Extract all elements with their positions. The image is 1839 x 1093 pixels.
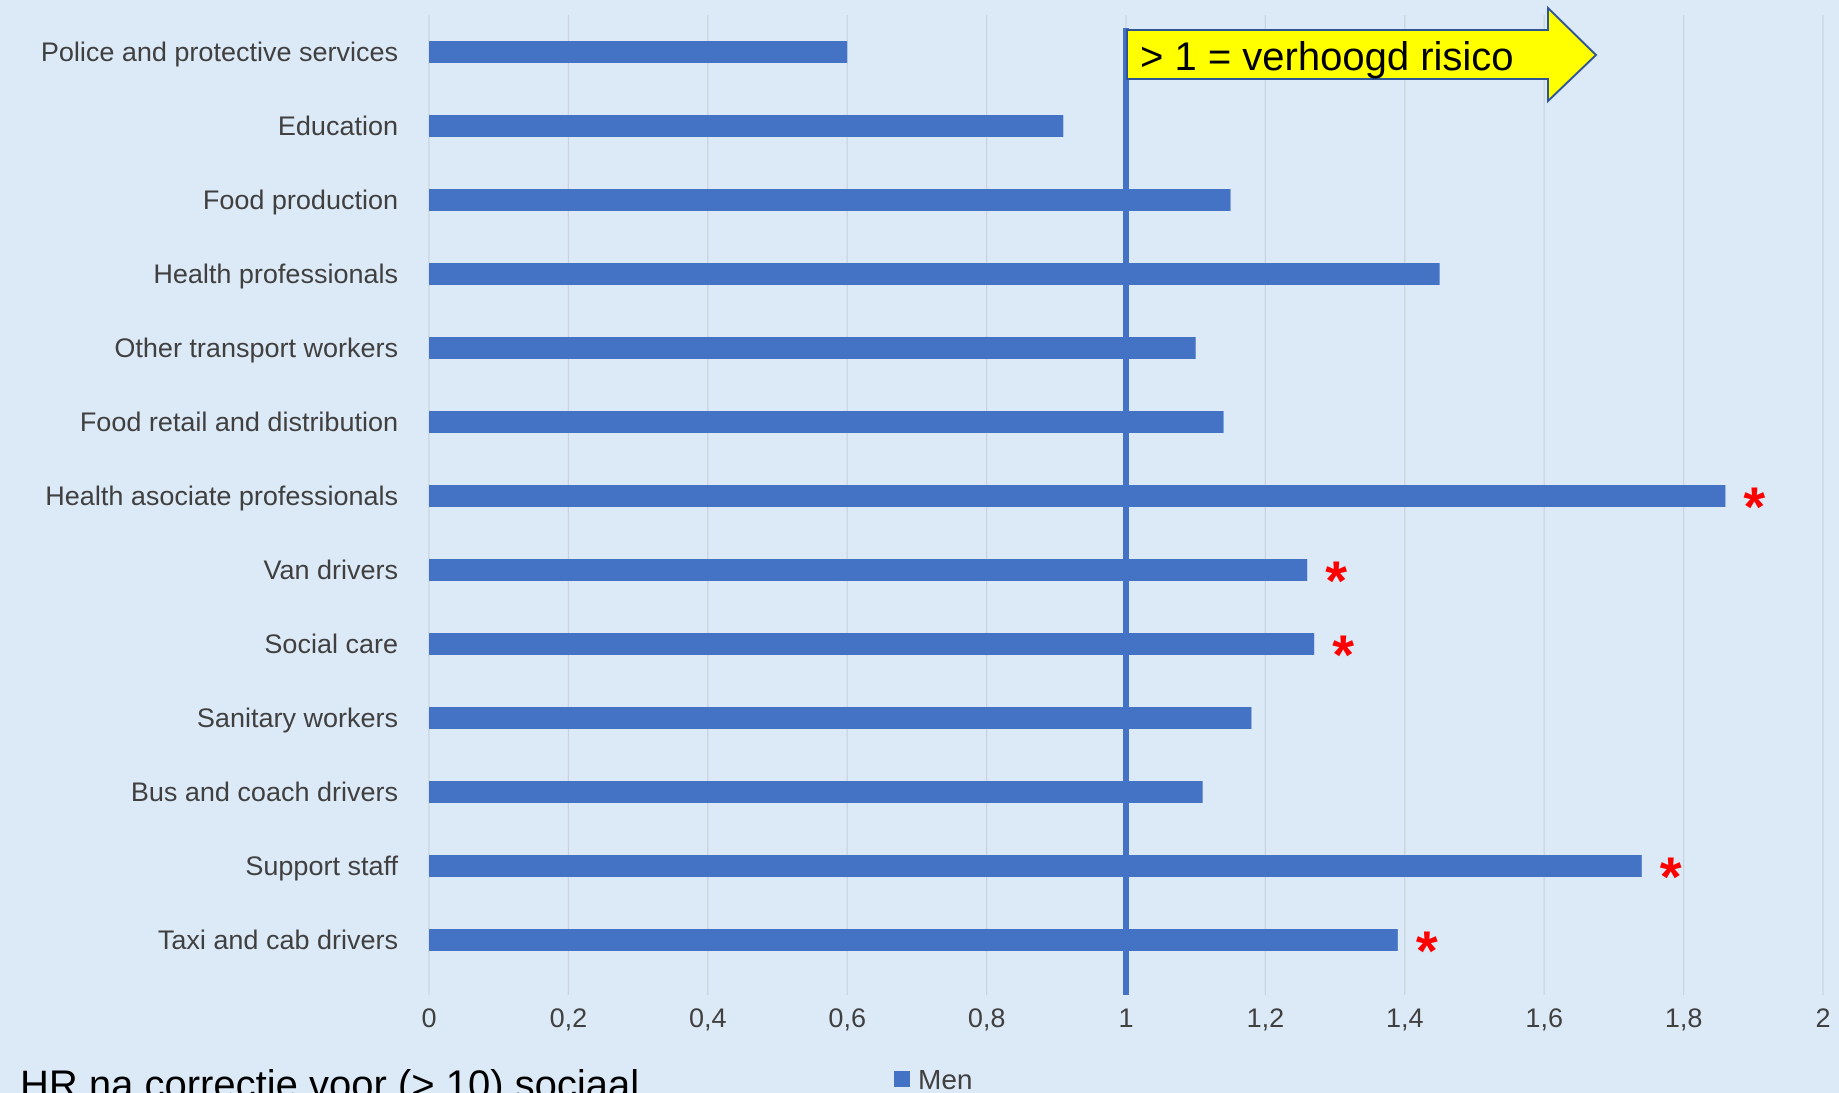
category-label: Taxi and cab drivers — [158, 925, 398, 955]
category-label: Food retail and distribution — [80, 407, 398, 437]
bar — [429, 929, 1398, 951]
category-label: Bus and coach drivers — [131, 777, 398, 807]
bar — [429, 707, 1252, 729]
bar — [429, 411, 1224, 433]
x-tick-label: 0,2 — [550, 1003, 588, 1033]
bar — [429, 485, 1726, 507]
bar — [429, 633, 1315, 655]
x-tick-label: 1 — [1118, 1003, 1133, 1033]
category-label: Social care — [264, 629, 398, 659]
x-tick-label: 0 — [421, 1003, 436, 1033]
legend: Men — [894, 1064, 972, 1093]
category-labels: Police and protective services Education F… — [41, 37, 399, 955]
risk-annotation-arrow: > 1 = verhoogd risico — [1126, 5, 1598, 104]
category-label: Police and protective services — [41, 37, 398, 67]
bar — [429, 189, 1231, 211]
x-tick-label: 0,6 — [828, 1003, 866, 1033]
x-tick-label: 1,8 — [1665, 1003, 1703, 1033]
chart-caption: HR na correctie voor (> 10) sociaal — [20, 1063, 639, 1093]
bar — [429, 781, 1203, 803]
significance-star: * — [1660, 845, 1682, 908]
category-label: Food production — [203, 185, 398, 215]
category-label: Health professionals — [153, 259, 398, 289]
significance-star: * — [1416, 919, 1438, 982]
bar — [429, 559, 1308, 581]
x-tick-label: 1,6 — [1525, 1003, 1563, 1033]
x-tick-label: 0,8 — [968, 1003, 1006, 1033]
significance-star: * — [1332, 623, 1354, 686]
significance-markers: * * * * * — [1325, 475, 1765, 982]
arrow-shape — [1126, 5, 1598, 104]
category-label: Other transport workers — [114, 333, 398, 363]
category-label: Sanitary workers — [197, 703, 398, 733]
legend-label-men: Men — [918, 1064, 972, 1093]
significance-star: * — [1325, 549, 1347, 612]
bar — [429, 41, 848, 63]
legend-swatch-men — [894, 1071, 910, 1087]
category-label: Van drivers — [263, 555, 398, 585]
risk-annotation-label: > 1 = verhoogd risico — [1140, 35, 1514, 79]
x-axis-tick-labels: 0 0,2 0,4 0,6 0,8 1 1,2 1,4 1,6 1,8 2 — [421, 1003, 1830, 1033]
x-tick-label: 1,2 — [1247, 1003, 1285, 1033]
category-label: Health asociate professionals — [45, 481, 398, 511]
bar — [429, 115, 1064, 137]
bar — [429, 337, 1196, 359]
significance-star: * — [1743, 475, 1765, 538]
x-tick-label: 1,4 — [1386, 1003, 1424, 1033]
category-label: Support staff — [245, 851, 398, 881]
category-label: Education — [278, 111, 398, 141]
bar — [429, 855, 1642, 877]
x-tick-label: 0,4 — [689, 1003, 727, 1033]
bars — [429, 41, 1726, 951]
x-tick-label: 2 — [1815, 1003, 1830, 1033]
bar — [429, 263, 1440, 285]
